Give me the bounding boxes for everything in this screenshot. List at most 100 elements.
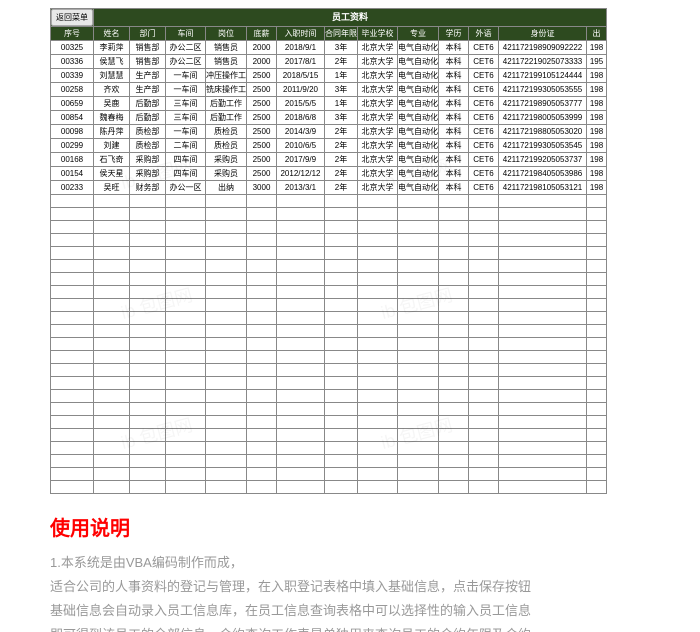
- empty-cell[interactable]: [206, 403, 247, 416]
- empty-cell[interactable]: [166, 442, 206, 455]
- empty-cell[interactable]: [94, 338, 130, 351]
- empty-cell[interactable]: [94, 429, 130, 442]
- empty-cell[interactable]: [499, 403, 587, 416]
- table-cell[interactable]: 采购员: [206, 153, 247, 167]
- empty-cell[interactable]: [277, 364, 325, 377]
- empty-cell[interactable]: [94, 481, 130, 494]
- table-cell[interactable]: 2500: [247, 69, 277, 83]
- table-cell[interactable]: 石飞奇: [94, 153, 130, 167]
- empty-row[interactable]: [51, 455, 607, 468]
- table-cell[interactable]: 质检部: [130, 125, 166, 139]
- table-cell[interactable]: CET6: [469, 41, 499, 55]
- table-cell[interactable]: 北京大学: [358, 41, 398, 55]
- empty-cell[interactable]: [94, 195, 130, 208]
- empty-cell[interactable]: [277, 312, 325, 325]
- empty-row[interactable]: [51, 286, 607, 299]
- empty-cell[interactable]: [325, 403, 358, 416]
- table-cell[interactable]: CET6: [469, 83, 499, 97]
- table-cell[interactable]: 电气自动化: [398, 111, 439, 125]
- empty-cell[interactable]: [587, 338, 607, 351]
- empty-cell[interactable]: [94, 325, 130, 338]
- empty-cell[interactable]: [166, 364, 206, 377]
- empty-cell[interactable]: [358, 338, 398, 351]
- empty-row[interactable]: [51, 260, 607, 273]
- empty-cell[interactable]: [398, 286, 439, 299]
- empty-cell[interactable]: [587, 234, 607, 247]
- empty-cell[interactable]: [469, 299, 499, 312]
- table-cell[interactable]: CET6: [469, 153, 499, 167]
- empty-cell[interactable]: [166, 481, 206, 494]
- table-cell[interactable]: CET6: [469, 167, 499, 181]
- empty-cell[interactable]: [277, 221, 325, 234]
- table-row[interactable]: 00336侯慧飞销售部办公二区销售员20002017/8/12年北京大学电气自动…: [51, 55, 607, 69]
- table-cell[interactable]: 本科: [439, 83, 469, 97]
- empty-row[interactable]: [51, 221, 607, 234]
- table-cell[interactable]: 421172199205053737: [499, 153, 587, 167]
- table-cell[interactable]: 2017/8/1: [277, 55, 325, 69]
- empty-cell[interactable]: [499, 377, 587, 390]
- empty-cell[interactable]: [439, 260, 469, 273]
- empty-cell[interactable]: [94, 351, 130, 364]
- empty-cell[interactable]: [247, 312, 277, 325]
- table-cell[interactable]: 办公二区: [166, 41, 206, 55]
- empty-cell[interactable]: [325, 442, 358, 455]
- empty-cell[interactable]: [398, 416, 439, 429]
- table-cell[interactable]: 电气自动化: [398, 83, 439, 97]
- empty-cell[interactable]: [94, 221, 130, 234]
- table-cell[interactable]: 3年: [325, 111, 358, 125]
- empty-cell[interactable]: [247, 416, 277, 429]
- table-row[interactable]: 00659吴鹿后勤部三车间后勤工作25002015/5/51年北京大学电气自动化…: [51, 97, 607, 111]
- empty-cell[interactable]: [358, 416, 398, 429]
- table-cell[interactable]: 00854: [51, 111, 94, 125]
- empty-row[interactable]: [51, 442, 607, 455]
- empty-cell[interactable]: [358, 273, 398, 286]
- empty-cell[interactable]: [325, 234, 358, 247]
- table-cell[interactable]: CET6: [469, 181, 499, 195]
- empty-cell[interactable]: [469, 273, 499, 286]
- empty-cell[interactable]: [469, 455, 499, 468]
- empty-cell[interactable]: [587, 468, 607, 481]
- empty-cell[interactable]: [94, 299, 130, 312]
- table-cell[interactable]: 侯天星: [94, 167, 130, 181]
- empty-cell[interactable]: [277, 442, 325, 455]
- empty-cell[interactable]: [587, 442, 607, 455]
- empty-cell[interactable]: [94, 390, 130, 403]
- table-row[interactable]: 00098陈丹萍质检部一车间质检员25002014/3/92年北京大学电气自动化…: [51, 125, 607, 139]
- table-cell[interactable]: 北京大学: [358, 181, 398, 195]
- empty-cell[interactable]: [398, 351, 439, 364]
- empty-cell[interactable]: [247, 481, 277, 494]
- empty-cell[interactable]: [94, 377, 130, 390]
- empty-cell[interactable]: [51, 338, 94, 351]
- empty-cell[interactable]: [358, 312, 398, 325]
- empty-cell[interactable]: [325, 325, 358, 338]
- empty-cell[interactable]: [130, 468, 166, 481]
- table-cell[interactable]: 后勤工作: [206, 111, 247, 125]
- table-cell[interactable]: 198: [587, 41, 607, 55]
- table-cell[interactable]: 198: [587, 83, 607, 97]
- empty-cell[interactable]: [398, 377, 439, 390]
- empty-cell[interactable]: [206, 299, 247, 312]
- empty-cell[interactable]: [469, 208, 499, 221]
- empty-row[interactable]: [51, 299, 607, 312]
- empty-cell[interactable]: [587, 286, 607, 299]
- table-cell[interactable]: 三车间: [166, 111, 206, 125]
- empty-row[interactable]: [51, 481, 607, 494]
- table-cell[interactable]: CET6: [469, 125, 499, 139]
- empty-cell[interactable]: [325, 364, 358, 377]
- empty-cell[interactable]: [130, 260, 166, 273]
- empty-cell[interactable]: [439, 390, 469, 403]
- table-cell[interactable]: 421172198005053999: [499, 111, 587, 125]
- empty-cell[interactable]: [325, 481, 358, 494]
- empty-row[interactable]: [51, 429, 607, 442]
- table-cell[interactable]: 本科: [439, 125, 469, 139]
- empty-row[interactable]: [51, 390, 607, 403]
- empty-cell[interactable]: [499, 351, 587, 364]
- empty-cell[interactable]: [499, 468, 587, 481]
- empty-cell[interactable]: [325, 260, 358, 273]
- empty-cell[interactable]: [587, 260, 607, 273]
- empty-cell[interactable]: [587, 195, 607, 208]
- empty-cell[interactable]: [277, 468, 325, 481]
- empty-cell[interactable]: [325, 208, 358, 221]
- empty-cell[interactable]: [469, 312, 499, 325]
- table-cell[interactable]: 销售员: [206, 55, 247, 69]
